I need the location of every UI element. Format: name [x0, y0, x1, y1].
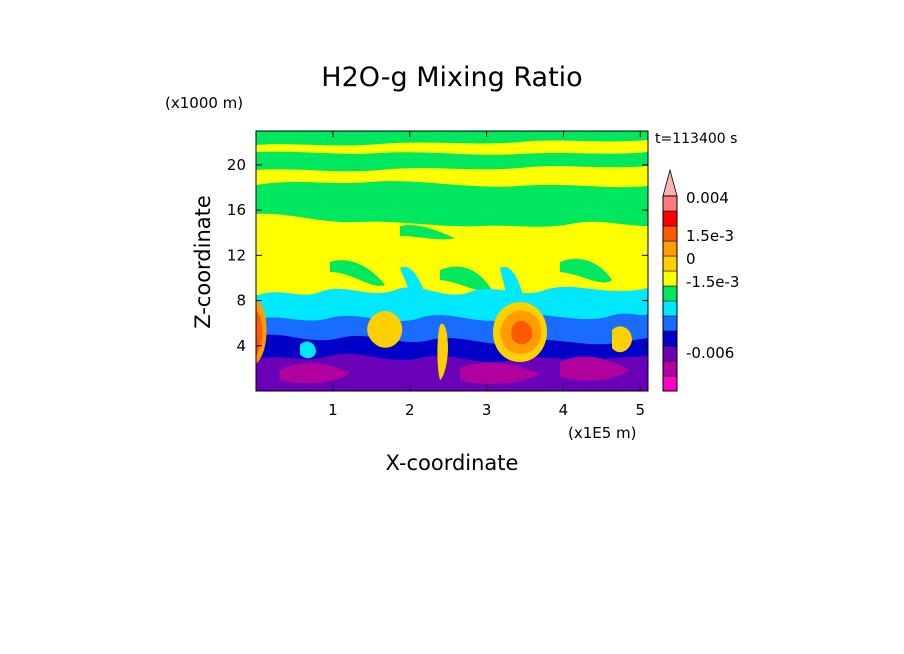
colorbar-segment	[662, 345, 678, 362]
x-tick-label: 2	[405, 401, 415, 419]
colorbar-labels: 0.004 1.5e-3 0 -1.5e-3 -0.006	[686, 189, 739, 362]
field-contour	[256, 181, 648, 227]
colorbar-segment	[662, 195, 678, 212]
y-tick-label: 8	[236, 292, 246, 310]
colorbar-segment	[662, 270, 678, 287]
y-axis-label: Z-coordinate	[191, 195, 215, 329]
x-tick-label: 5	[636, 401, 646, 419]
field-contour	[280, 363, 350, 384]
field-contour	[256, 310, 263, 356]
chart-title: H2O-g Mixing Ratio	[321, 62, 582, 93]
field-contour	[256, 131, 648, 146]
field-contour	[300, 341, 316, 359]
colorbar-arrow	[662, 168, 678, 197]
y-tick-label: 12	[227, 246, 246, 264]
field-contour	[256, 353, 648, 391]
field-contour	[256, 151, 648, 172]
colorbar-segment	[662, 255, 678, 272]
y-unit-label: (x1000 m)	[165, 94, 243, 112]
colorbar-segment	[662, 315, 678, 332]
x-unit-label: (x1E5 m)	[568, 424, 637, 442]
x-axis-label: X-coordinate	[386, 451, 519, 475]
plot-frame	[255, 130, 649, 392]
field-contour	[330, 260, 385, 286]
colorbar-tick-label: 0	[686, 250, 696, 268]
x-axis: 1 2 3 4 5	[328, 131, 645, 419]
colorbar-segment	[662, 240, 678, 257]
colorbar-tick-label: -0.006	[686, 344, 734, 362]
time-label: t=113400 s	[655, 131, 737, 147]
colorbar-tick-label: 1.5e-3	[686, 227, 734, 245]
colorbar-frame	[662, 195, 678, 392]
field-contour	[560, 356, 630, 381]
colorbar-segment	[662, 375, 678, 392]
y-axis: 4 8 12 16 20	[227, 156, 648, 355]
x-tick-label: 4	[559, 401, 569, 419]
field-contour	[400, 266, 428, 305]
x-tick-label: 3	[482, 401, 492, 419]
y-tick-label: 4	[236, 337, 246, 355]
y-tick-label: 20	[227, 156, 246, 174]
colorbar-segment	[662, 225, 678, 242]
y-tick-label: 16	[227, 201, 246, 219]
contour-field	[256, 131, 648, 391]
colorbar-segment	[662, 330, 678, 347]
colorbar-segment	[662, 210, 678, 227]
field-contour	[367, 311, 403, 348]
field-contour	[440, 266, 492, 292]
field-contour	[500, 266, 524, 305]
field-contour	[560, 258, 612, 283]
colorbar-tick-label: 0.004	[686, 189, 729, 207]
field-contour	[437, 323, 448, 380]
colorbar-tick-label: -1.5e-3	[686, 273, 739, 291]
colorbar	[662, 168, 678, 392]
x-tick-label: 1	[328, 401, 338, 419]
field-contour	[400, 225, 455, 240]
colorbar-segment	[662, 285, 678, 302]
colorbar-segment	[662, 300, 678, 317]
colorbar-segment	[662, 360, 678, 377]
field-contour	[612, 326, 632, 353]
field-contour	[460, 362, 540, 384]
field-contour	[511, 320, 533, 345]
